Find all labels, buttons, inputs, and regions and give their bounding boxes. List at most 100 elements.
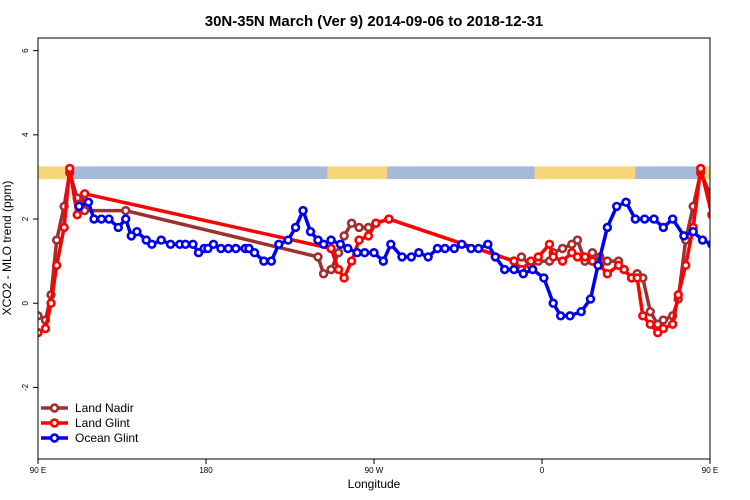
x-tick-label: 0 [540, 466, 545, 475]
data-point [89, 214, 99, 224]
data-point [658, 315, 669, 325]
x-tick-label: 180 [199, 466, 213, 475]
data-point [333, 264, 344, 275]
data-point [104, 214, 114, 224]
data-point [565, 311, 575, 321]
data-point [346, 256, 357, 266]
data-point [335, 239, 346, 249]
data-point [518, 269, 529, 279]
data-point [576, 306, 586, 317]
land-band [702, 166, 710, 180]
data-point [649, 214, 659, 224]
data-point [326, 243, 336, 254]
data-point [369, 248, 379, 258]
data-point [473, 243, 484, 254]
data-point [249, 248, 260, 258]
data-point [223, 243, 234, 254]
data-point [147, 239, 157, 249]
data-point [667, 319, 678, 329]
data-point [744, 207, 750, 214]
data-point [231, 243, 241, 254]
series-line [38, 166, 710, 335]
y-tick-label: 2 [21, 216, 30, 221]
data-point [165, 239, 176, 249]
y-tick-label: 4 [21, 132, 30, 137]
data-point [602, 222, 613, 233]
data-point [363, 231, 374, 241]
land-ocean-strip [38, 166, 710, 180]
series-1 [38, 163, 730, 338]
data-point [611, 201, 622, 212]
data-point [38, 311, 43, 321]
data-point [509, 264, 519, 275]
data-point [499, 264, 510, 275]
data-point [658, 323, 669, 334]
data-point [697, 235, 708, 245]
legend-marker [49, 433, 60, 443]
x-tick-label: 90 E [702, 466, 718, 475]
data-point [290, 222, 301, 233]
data-point [449, 243, 459, 254]
data-point [673, 290, 683, 300]
data-point [46, 298, 56, 308]
data-point [339, 273, 349, 283]
data-point [630, 214, 641, 224]
data-point [343, 243, 353, 254]
data-point [440, 243, 450, 254]
data-point [354, 222, 364, 233]
data-point [51, 235, 62, 245]
data-point [645, 319, 655, 329]
series-2 [74, 197, 749, 321]
data-point [723, 190, 730, 197]
data-point [742, 241, 749, 248]
data-point [298, 205, 308, 216]
data-point [113, 222, 123, 233]
data-point [274, 239, 284, 249]
data-point [593, 260, 603, 271]
data-point [371, 218, 381, 228]
data-point [679, 231, 689, 241]
data-point [587, 248, 598, 258]
data-point [548, 252, 558, 262]
x-axis: 90 E 180 90 W 0 90 E [30, 459, 718, 475]
data-point [59, 222, 69, 233]
data-point [658, 222, 669, 233]
data-point [548, 298, 558, 308]
x-axis-title: Longitude [348, 477, 401, 491]
data-point [318, 239, 329, 249]
legend-item: Ocean Glint [41, 431, 139, 445]
legend-label: Ocean Glint [75, 431, 139, 445]
data-point [681, 260, 691, 271]
data-point [156, 235, 166, 245]
data-point [533, 252, 543, 262]
data-point [266, 256, 277, 266]
data-point [539, 273, 549, 283]
data-point [695, 163, 706, 174]
data-point [378, 256, 389, 266]
data-point [572, 235, 583, 245]
y-tick-label: -2 [21, 383, 30, 391]
legend-marker [49, 418, 60, 428]
data-point [526, 256, 536, 266]
data-point [423, 252, 433, 262]
data-point [121, 214, 131, 224]
data-point [602, 269, 613, 279]
data-point [72, 210, 82, 220]
data-point [585, 294, 596, 304]
data-point [386, 239, 396, 249]
data-point [65, 163, 75, 174]
data-point [96, 214, 107, 224]
data-point [723, 207, 730, 214]
data-point [79, 189, 90, 199]
data-point [632, 273, 642, 283]
data-point [509, 256, 519, 266]
chart-title: 30N-35N March (Ver 9) 2014-09-06 to 2018… [205, 13, 544, 30]
data-point [259, 256, 269, 266]
y-axis-title: XCO2 - MLO trend (ppm) [0, 181, 14, 316]
data-point [639, 214, 650, 224]
data-point [490, 252, 501, 262]
data-point [216, 243, 226, 254]
data-point [619, 264, 629, 275]
